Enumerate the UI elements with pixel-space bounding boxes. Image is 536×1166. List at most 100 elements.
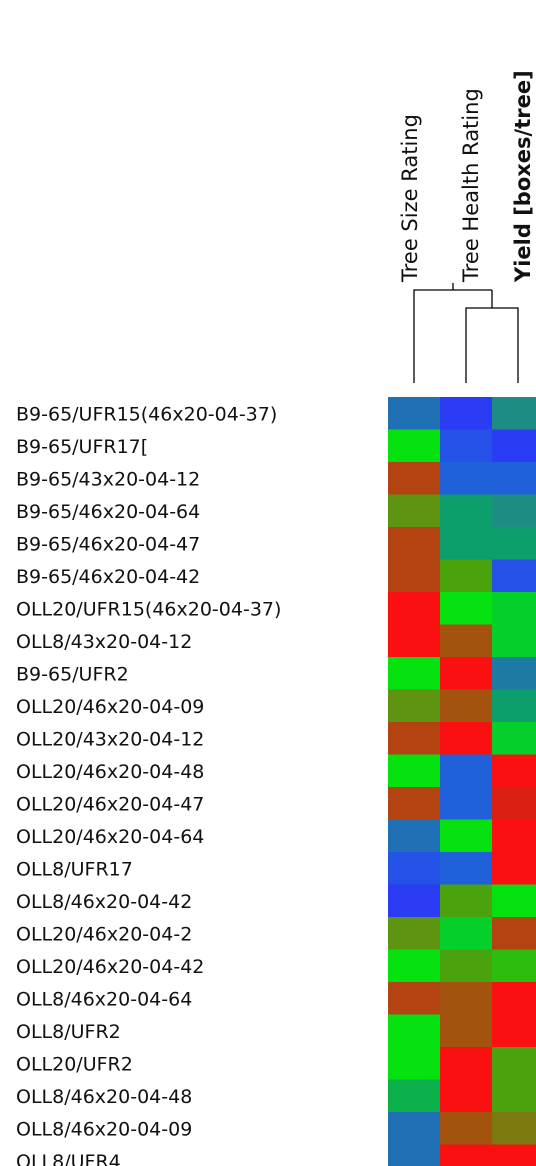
row-label: OLL20/46x20-04-42 (16, 956, 204, 978)
heatmap-cell (440, 1047, 492, 1081)
row-label: OLL20/46x20-04-2 (16, 923, 192, 945)
heatmap-cell (492, 624, 536, 658)
heatmap-cell (492, 592, 536, 626)
row-label: OLL8/46x20-04-42 (16, 891, 192, 913)
heatmap-cell (388, 1112, 440, 1146)
heatmap-cell (440, 917, 492, 951)
heatmap-cell (492, 884, 536, 918)
heatmap-cell (492, 1014, 536, 1048)
row-label: B9-65/UFR15(46x20-04-37) (16, 403, 277, 425)
heatmap-cell (440, 754, 492, 788)
heatmap-cell (492, 527, 536, 561)
heatmap-cell (440, 494, 492, 528)
row-label: OLL8/46x20-04-64 (16, 988, 192, 1010)
heatmap-cell (388, 884, 440, 918)
heatmap-cell (440, 1079, 492, 1113)
row-label: OLL20/UFR15(46x20-04-37) (16, 598, 281, 620)
heatmap-cell (388, 559, 440, 593)
heatmap-cell (440, 624, 492, 658)
heatmap-cell (440, 852, 492, 886)
heatmap-cell (388, 624, 440, 658)
row-label: OLL8/43x20-04-12 (16, 631, 192, 653)
heatmap-cell (440, 689, 492, 723)
heatmap-cell (388, 1144, 440, 1166)
heatmap-cell (388, 462, 440, 496)
column-labels: Tree Size Rating Tree Health Rating Yield … (398, 70, 535, 283)
heatmap-cell (492, 1079, 536, 1113)
row-label: OLL8/UFR2 (16, 1021, 121, 1043)
heatmap-cell (388, 689, 440, 723)
heatmap-cell (492, 819, 536, 853)
heatmap-cell (440, 527, 492, 561)
heatmap-cells (388, 397, 536, 1166)
heatmap-cell (492, 754, 536, 788)
row-label: B9-65/43x20-04-12 (16, 468, 200, 490)
heatmap-cell (440, 462, 492, 496)
row-label: OLL20/46x20-04-47 (16, 793, 204, 815)
heatmap-cell (492, 1047, 536, 1081)
row-label: OLL20/46x20-04-09 (16, 696, 204, 718)
column-label: Yield [boxes/tree] (511, 70, 535, 283)
heatmap-cell (440, 787, 492, 821)
heatmap-cell (440, 1014, 492, 1048)
heatmap-cell (492, 917, 536, 951)
heatmap-cell (440, 1112, 492, 1146)
heatmap-cell (440, 559, 492, 593)
dendrogram-branch-root (413, 289, 492, 383)
heatmap-cell (440, 949, 492, 983)
heatmap-cell (440, 397, 492, 431)
heatmap-cell (388, 429, 440, 463)
heatmap-cell (388, 754, 440, 788)
row-label: B9-65/46x20-04-42 (16, 566, 200, 588)
heatmap-cell (388, 657, 440, 691)
heatmap-cell (388, 592, 440, 626)
heatmap-cell (388, 852, 440, 886)
heatmap-cell (440, 657, 492, 691)
heatmap-cell (388, 397, 440, 431)
heatmap-cell (492, 657, 536, 691)
heatmap-cell (440, 1144, 492, 1166)
heatmap-cell (492, 494, 536, 528)
row-label: OLL8/46x20-04-48 (16, 1086, 192, 1108)
row-label: OLL20/UFR2 (16, 1053, 133, 1075)
row-label: OLL20/43x20-04-12 (16, 728, 204, 750)
heatmap-cell (492, 787, 536, 821)
heatmap-cell (440, 819, 492, 853)
heatmap-cell (388, 1047, 440, 1081)
heatmap-cell (492, 689, 536, 723)
heatmap-cell (440, 429, 492, 463)
dendrogram-branch-health-yield (465, 307, 519, 383)
heatmap-cell (388, 1079, 440, 1113)
heatmap-cell (492, 982, 536, 1016)
heatmap-cell (440, 982, 492, 1016)
row-label: OLL8/UFR4 (16, 1151, 121, 1166)
heatmap-cell (492, 949, 536, 983)
row-label: OLL20/46x20-04-48 (16, 761, 204, 783)
heatmap-cell (388, 787, 440, 821)
heatmap-cell (492, 559, 536, 593)
row-label: B9-65/UFR17[ (16, 436, 148, 458)
column-dendrogram (413, 283, 519, 383)
heatmap-cell (388, 982, 440, 1016)
heatmap-cell (388, 1014, 440, 1048)
heatmap-cell (492, 429, 536, 463)
row-label: OLL8/46x20-04-09 (16, 1118, 192, 1140)
row-labels: B9-65/UFR15(46x20-04-37) B9-65/UFR17[ B9-6… (16, 403, 281, 1166)
heatmap-cell (492, 1112, 536, 1146)
row-label: B9-65/46x20-04-64 (16, 501, 200, 523)
heatmap-cell (440, 884, 492, 918)
heatmap-cell (440, 592, 492, 626)
heatmap-cell (388, 494, 440, 528)
heatmap-cell (388, 722, 440, 756)
row-label: OLL20/46x20-04-64 (16, 826, 204, 848)
heatmap-cell (492, 722, 536, 756)
heatmap-cell (440, 722, 492, 756)
heatmap-cell (388, 527, 440, 561)
heatmap-cell (388, 949, 440, 983)
heatmap-cell (492, 852, 536, 886)
column-label: Tree Health Rating (459, 88, 483, 283)
column-label: Tree Size Rating (398, 114, 422, 283)
heatmap-cell (492, 1144, 536, 1166)
heatmap-cell (388, 917, 440, 951)
